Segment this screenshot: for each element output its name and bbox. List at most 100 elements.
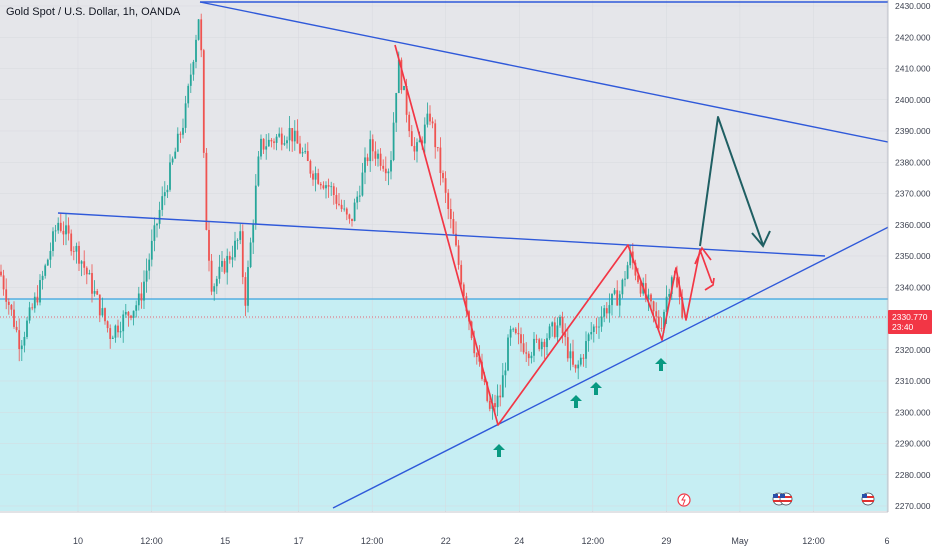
candle-body xyxy=(189,74,192,86)
candle-body xyxy=(192,61,195,75)
candle-body xyxy=(621,279,624,295)
candle-body xyxy=(197,19,200,40)
price-tag-background xyxy=(888,310,932,334)
candle-body xyxy=(616,290,619,306)
candle-body xyxy=(520,334,522,344)
candle-body xyxy=(501,375,504,398)
candle-body xyxy=(109,328,112,339)
candle-body xyxy=(416,142,418,152)
candle-body xyxy=(535,338,538,340)
x-tick-label: 15 xyxy=(220,536,230,546)
candle-body xyxy=(504,370,507,376)
candle-body xyxy=(54,230,57,232)
candle-body xyxy=(611,293,613,306)
price-axis-panel[interactable] xyxy=(888,0,932,550)
event-icons[interactable] xyxy=(677,492,875,507)
x-tick-label: 12:00 xyxy=(140,536,163,546)
pattern-arrowhead xyxy=(704,277,715,291)
harmonic-pattern-polyline[interactable] xyxy=(394,44,713,426)
candle-body xyxy=(585,341,587,359)
candle-body xyxy=(171,158,174,163)
y-tick-label: 2360.000 xyxy=(895,220,931,230)
candle-body xyxy=(15,326,18,331)
candle-body xyxy=(322,185,325,189)
candle-body xyxy=(179,133,182,135)
candle-body xyxy=(70,233,73,252)
candle-body xyxy=(345,208,348,215)
candle-body xyxy=(83,261,86,268)
candle-body xyxy=(546,338,548,348)
x-tick-label: 17 xyxy=(294,536,304,546)
candle-body xyxy=(234,240,236,258)
candle-body xyxy=(618,294,621,306)
candle-body xyxy=(379,153,382,166)
candle-body xyxy=(291,128,294,142)
x-tick-label: 24 xyxy=(514,536,524,546)
us-flag-icon[interactable] xyxy=(779,492,793,506)
candle-body xyxy=(566,337,569,359)
candle-body xyxy=(488,400,491,409)
candle-body xyxy=(348,214,351,219)
candle-body xyxy=(244,277,247,306)
y-tick-label: 2270.000 xyxy=(895,501,931,511)
candle-body xyxy=(221,261,223,267)
candle-body xyxy=(85,267,88,275)
candle-body xyxy=(327,185,330,187)
candle-body xyxy=(465,296,468,312)
candle-body xyxy=(449,209,452,220)
projection-path[interactable] xyxy=(699,116,764,247)
candle-body xyxy=(551,322,554,327)
candle-body xyxy=(366,157,369,162)
candle-body xyxy=(400,59,403,91)
candle-body xyxy=(371,139,374,152)
candle-body xyxy=(455,233,457,246)
candle-body xyxy=(13,309,15,327)
current-price-tag: 2330.770 23:40 xyxy=(888,310,932,334)
candle-body xyxy=(104,308,106,322)
candle-body xyxy=(262,138,265,150)
candle-body xyxy=(330,186,333,188)
candle-body xyxy=(668,293,671,297)
candle-body xyxy=(304,151,307,153)
upper-zone-shading xyxy=(0,0,888,299)
candle-body xyxy=(210,260,213,292)
candle-body xyxy=(176,133,179,152)
candle-body xyxy=(559,316,561,326)
time-axis[interactable]: 10 12:00 15 17 12:00 22 24 12:00 29 May 12:00 6 xyxy=(73,536,890,546)
candle-body xyxy=(2,275,5,290)
us-flag-icon[interactable] xyxy=(861,492,875,506)
time-axis-panel[interactable] xyxy=(0,512,888,550)
candle-body xyxy=(218,266,221,279)
candle-body xyxy=(117,325,119,333)
candle-body xyxy=(239,231,242,240)
candle-body xyxy=(514,328,517,334)
candle-body xyxy=(361,172,364,196)
middle-trendline[interactable] xyxy=(57,212,826,257)
candle-body xyxy=(431,121,434,124)
candle-body xyxy=(423,124,426,144)
candle-body xyxy=(275,136,278,143)
candle-body xyxy=(213,286,216,292)
upper-resistance-trendline[interactable] xyxy=(199,1,932,152)
candle-body xyxy=(426,113,429,125)
candle-body xyxy=(397,59,400,94)
candle-body xyxy=(608,305,611,314)
x-tick-label: 6 xyxy=(884,536,889,546)
candle-body xyxy=(457,245,460,265)
y-tick-label: 2340.000 xyxy=(895,282,931,292)
candle-body xyxy=(270,139,273,142)
candle-body xyxy=(236,239,239,241)
candle-body xyxy=(111,337,114,339)
candle-body xyxy=(421,140,424,144)
candle-body xyxy=(140,293,143,301)
candle-body xyxy=(317,173,320,184)
candle-body xyxy=(5,289,8,302)
candle-body xyxy=(260,138,262,157)
candle-body xyxy=(647,294,650,299)
rising-support-trendline[interactable] xyxy=(332,204,932,509)
candle-body xyxy=(353,202,356,221)
candle-body xyxy=(473,338,476,354)
candle-body xyxy=(634,262,637,276)
